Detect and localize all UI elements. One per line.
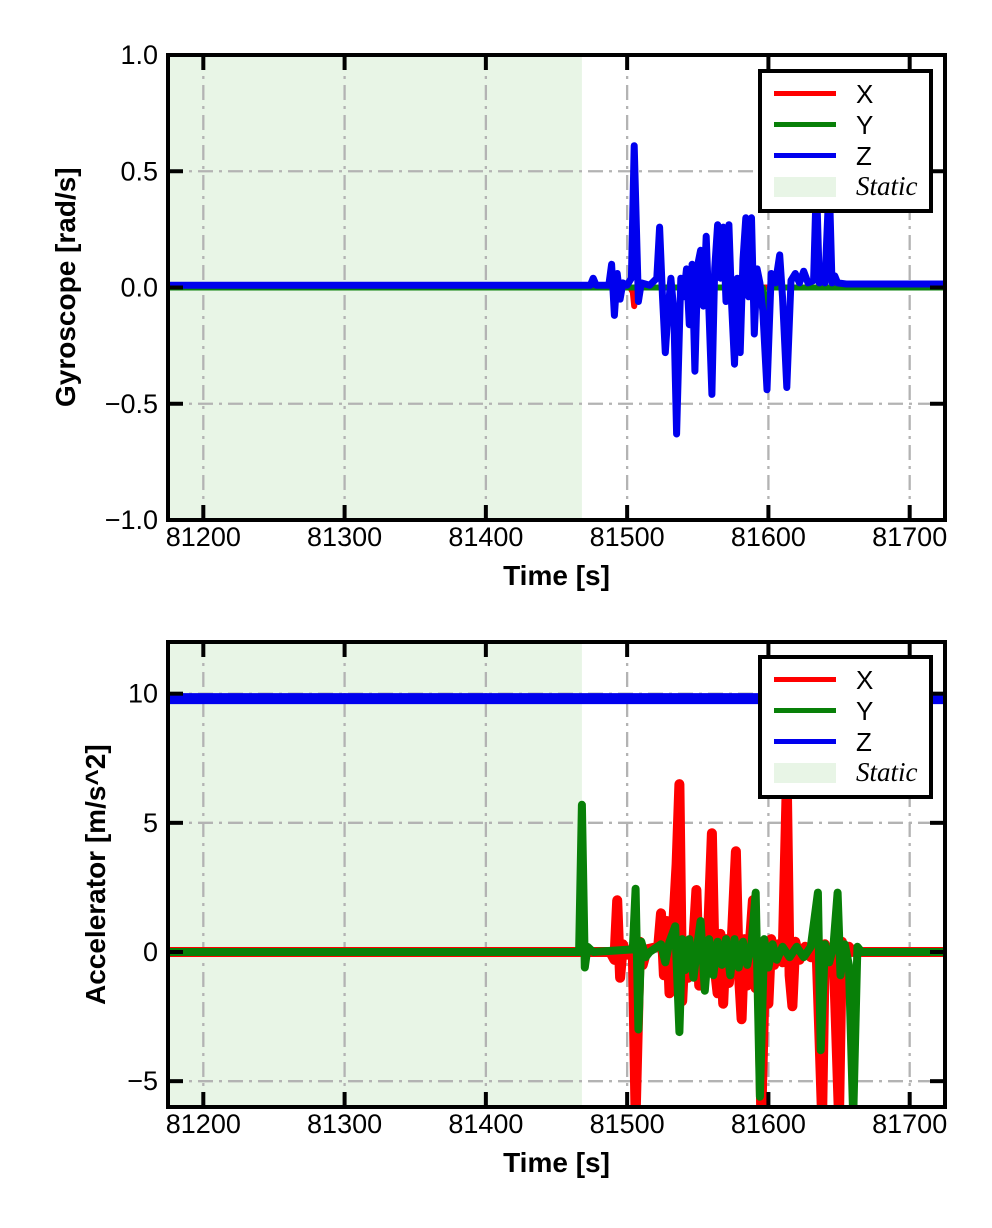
series-z-line [168,142,945,438]
accel-y-axis-title: Accelerator [m/s^2] [80,744,111,1005]
legend-entry-static: Static [774,757,929,788]
series-y-line [168,800,945,1107]
x-tick-label: 81500 [590,1109,665,1139]
x-tick-label: 81700 [872,522,947,552]
x-tick-label: 81500 [590,522,665,552]
static-region [168,642,582,1107]
gyro-y-axis-title: Gyroscope [rad/s] [50,167,81,408]
x-tick-label: 81600 [731,1109,806,1139]
y-tick-label: 10 [128,679,158,709]
x-tick-label: 81200 [166,522,241,552]
gyro-x-axis-title: Time [s] [503,560,610,591]
legend-entry-static: Static [774,171,929,202]
legend-line-swatch [774,122,836,127]
y-tick-label: 0 [143,937,158,967]
legend-line-swatch [774,677,836,682]
axes-frame [166,640,947,1109]
legend-label: Static [856,757,918,787]
x-tick-label: 81400 [448,1109,523,1139]
accel-legend: X Y Z Static [758,655,933,799]
y-tick-label: 0.0 [120,273,158,303]
legend-entry-x: X [774,664,929,695]
y-tick-label: −1.0 [105,505,158,535]
x-tick-label: 81200 [166,1109,241,1139]
legend-line-swatch [774,153,836,158]
legend-entry-z: Z [774,140,929,171]
y-tick-label: 0.5 [120,156,158,186]
legend-entry-z: Z [774,726,929,757]
x-tick-label: 81400 [448,522,523,552]
y-tick-label: −0.5 [105,389,158,419]
x-tick-label: 81300 [307,1109,382,1139]
legend-line-swatch [774,708,836,713]
legend-label: Static [856,171,918,201]
accel-x-axis-title: Time [s] [503,1147,610,1178]
gyro-legend: X Y Z Static [758,69,933,213]
legend-label: X [856,78,874,109]
x-tick-label: 81700 [872,1109,947,1139]
legend-line-swatch [774,91,836,96]
legend-label: Z [856,140,872,171]
x-tick-label: 81300 [307,522,382,552]
legend-line-swatch [774,739,836,744]
legend-label: Y [856,109,874,140]
y-tick-label: 5 [143,808,158,838]
legend-label: X [856,664,874,695]
legend-patch-swatch [774,762,836,783]
legend-label: Z [856,726,872,757]
legend-entry-y: Y [774,695,929,726]
y-tick-label: 1.0 [120,40,158,70]
legend-label: Y [856,695,874,726]
legend-patch-swatch [774,176,836,197]
y-tick-label: −5 [127,1066,158,1096]
legend-entry-x: X [774,78,929,109]
x-tick-label: 81600 [731,522,806,552]
gyroscope-plot: 81200 81300 81400 81500 81600 81700 1.0 0.5 0.0 −… [105,40,948,552]
legend-entry-y: Y [774,109,929,140]
